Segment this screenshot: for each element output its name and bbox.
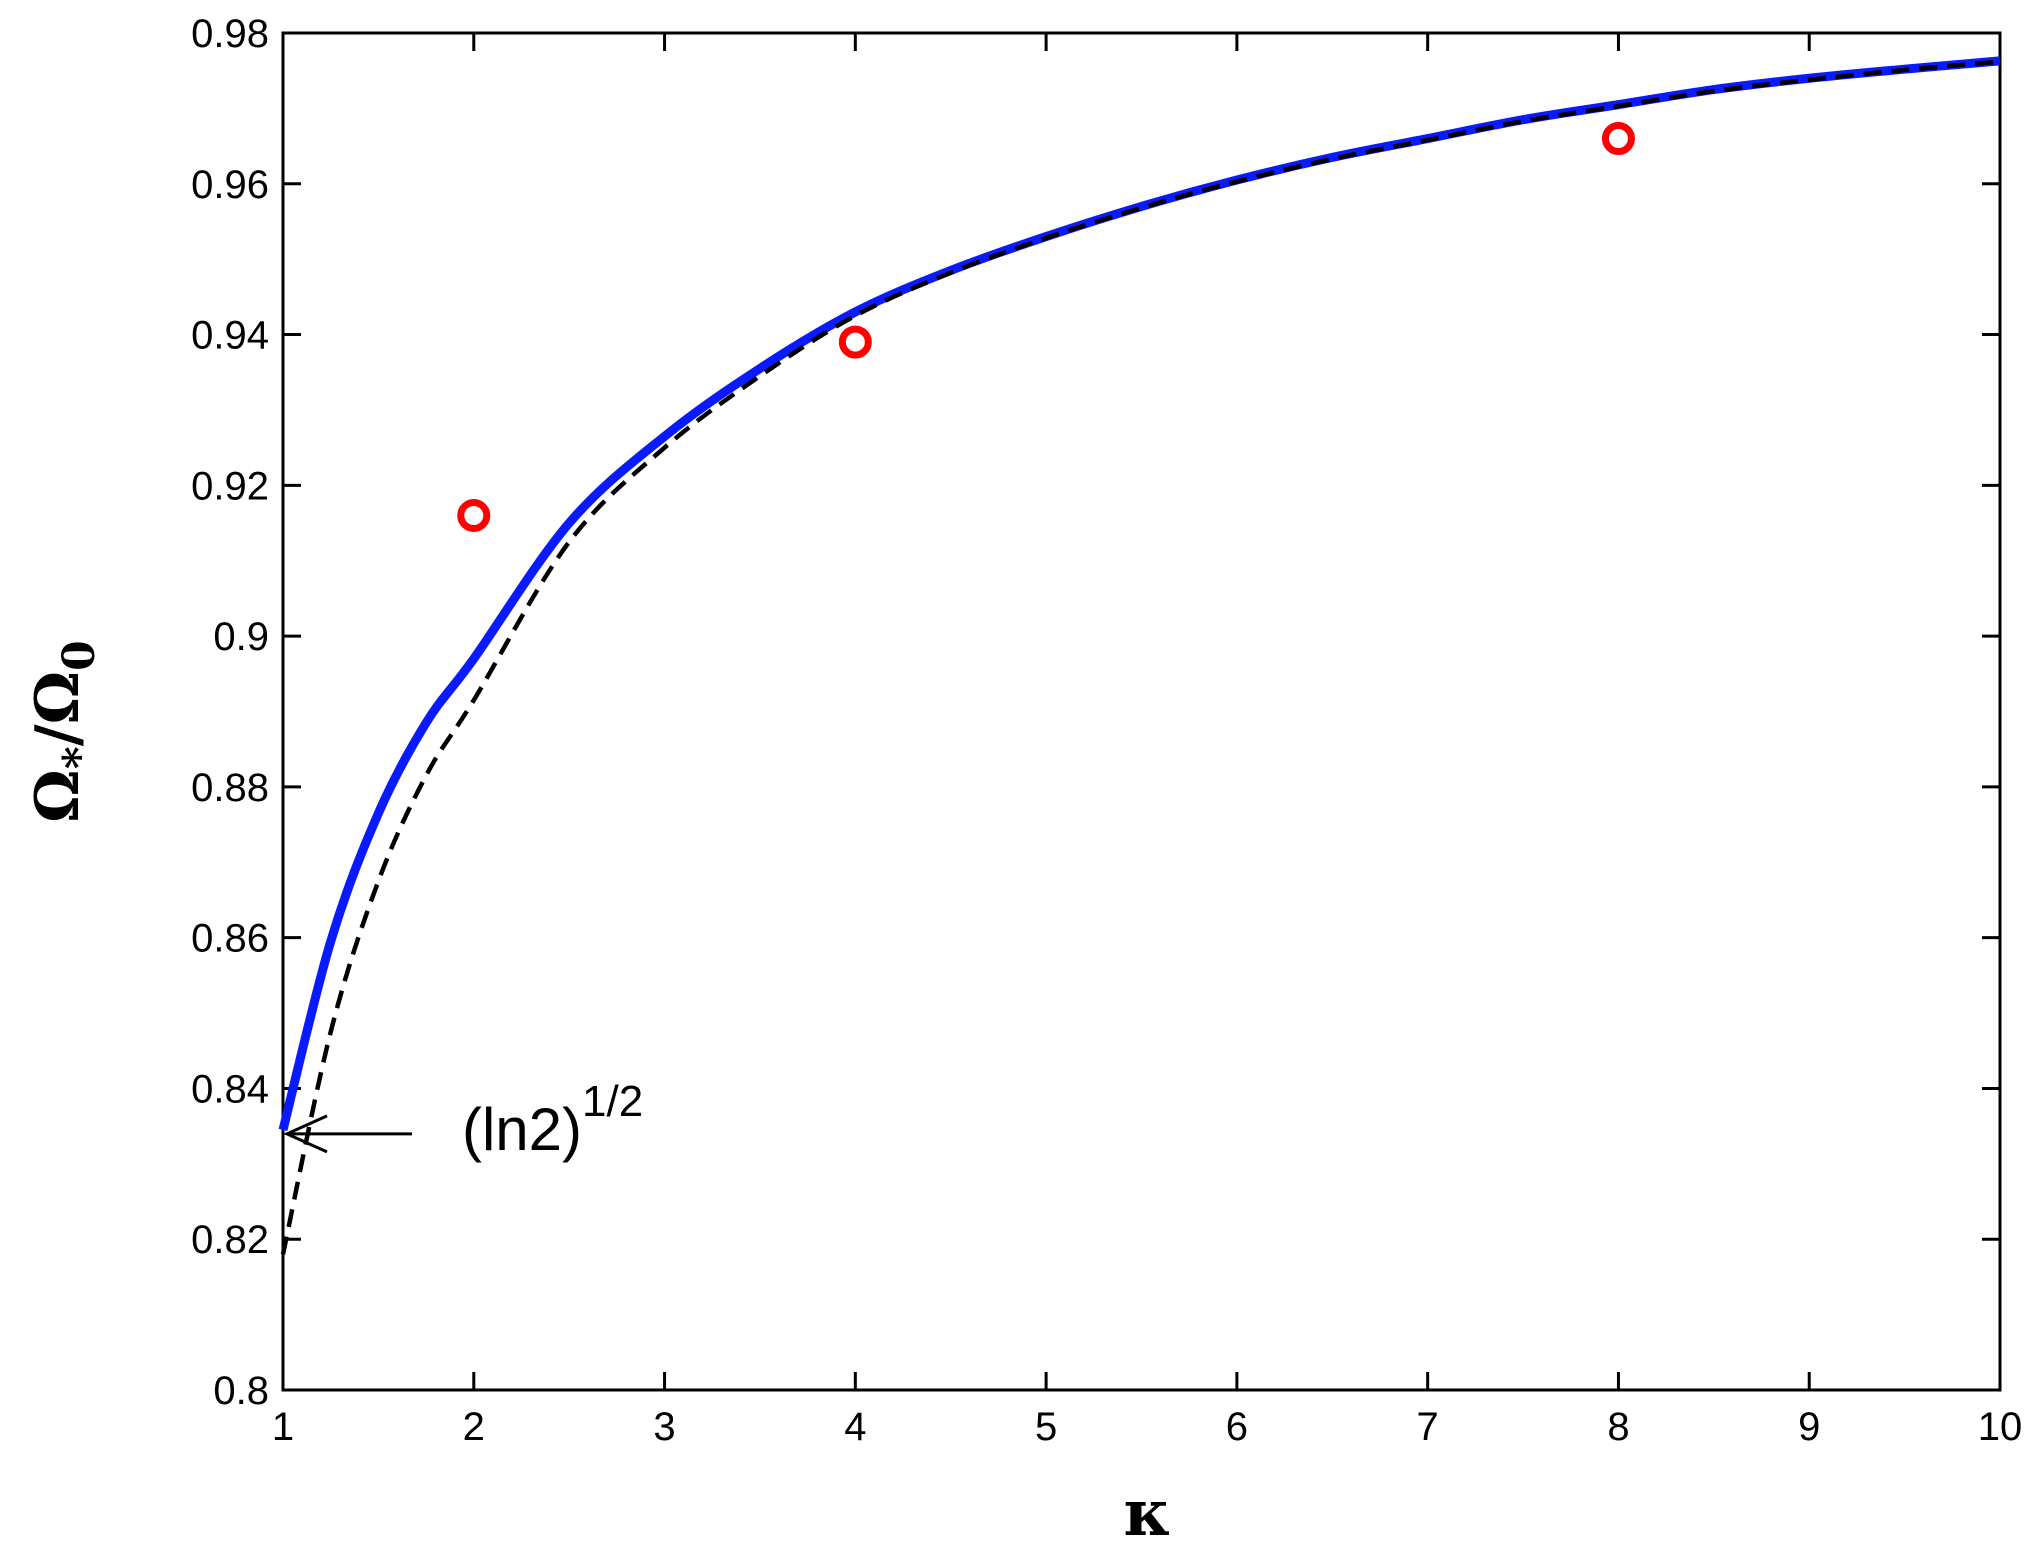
x-tick-label: 9 [1798,1405,1820,1449]
y-tick-label: 0.88 [191,766,269,810]
x-tick-label: 1 [272,1405,294,1449]
y-tick-label: 0.9 [213,615,269,659]
series-line-solid [278,56,2001,1132]
y-tick-label: 0.8 [213,1369,269,1413]
x-tick-label: 4 [844,1405,866,1449]
x-tick-label: 5 [1035,1405,1057,1449]
data-point-marker [1601,122,1635,156]
data-point-marker [457,498,491,532]
y-tick-label: 0.84 [191,1067,269,1111]
series-layer [278,56,2001,1255]
annotation-base: (ln2) [462,1096,582,1163]
y-label-sub-star: * [54,746,105,769]
annotation-label: (ln2)1/2 [462,1077,643,1163]
y-tick-labels: 0.8 0.82 0.84 0.86 0.88 0.9 0.92 0.94 0.96 0.98 [191,12,269,1413]
annotation-arrow-head [283,1114,328,1154]
x-tick-label: 10 [1978,1405,2023,1449]
y-label-omega-0: Ω [23,671,93,724]
axis-ticks [281,31,2002,1392]
annotation-superscript: 1/2 [582,1077,643,1126]
x-axis-label: κ [1124,1476,1172,1551]
x-tick-label: 7 [1417,1405,1439,1449]
data-point-marker [838,325,872,359]
plot-frame [281,31,2002,1392]
x-tick-labels: 1 2 3 4 5 6 7 8 9 10 [272,1405,2022,1449]
y-label-slash: / [23,724,93,746]
series-line-dashed [280,59,2001,1255]
x-tick-label: 8 [1607,1405,1629,1449]
y-tick-label: 0.92 [191,464,269,508]
y-axis-label: Ω*/Ω0 [23,640,105,822]
y-label-omega: Ω [23,769,93,822]
y-tick-label: 0.82 [191,1218,269,1262]
y-tick-label: 0.86 [191,917,269,961]
y-label-sub-0: 0 [54,640,105,671]
x-tick-label: 3 [653,1405,675,1449]
x-tick-label: 6 [1226,1405,1248,1449]
x-tick-label: 2 [463,1405,485,1449]
annotation: (ln2)1/2 [283,1077,643,1163]
plot-area [281,31,2002,1392]
y-tick-label: 0.96 [191,163,269,207]
y-tick-label: 0.94 [191,314,269,358]
y-tick-label: 0.98 [191,12,269,56]
svg-text:Ω*/Ω0: Ω*/Ω0 [23,640,105,822]
